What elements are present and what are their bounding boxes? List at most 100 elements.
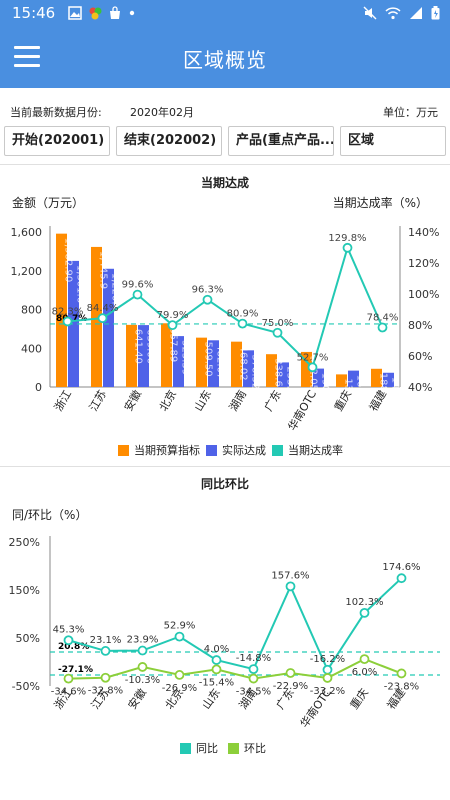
legend-item-budget[interactable]: 当期预算指标 [118, 442, 200, 458]
rate-label: 79.9% [157, 310, 189, 321]
mom-label: -32.8% [88, 686, 123, 697]
mom-label: -33.2% [310, 686, 345, 697]
bar-budget-label: 657.89 [168, 327, 179, 362]
rate-label: 84.4% [87, 303, 119, 314]
bar-budget [56, 233, 67, 387]
data-month-row: 当前最新数据月份: 2020年02月 单位：万元 [0, 104, 450, 122]
yoy-point [211, 655, 222, 665]
legend-swatch-budget [118, 444, 129, 456]
rate-point [272, 327, 283, 338]
chart1-left-axis-title: 金额（万元） [12, 196, 85, 210]
legend-item-rate[interactable]: 当期达成率 [272, 442, 343, 458]
battery-icon [431, 6, 440, 20]
legend-swatch-rate [272, 444, 283, 456]
bar-actual [103, 268, 114, 387]
region-filter[interactable]: 区域 [340, 126, 446, 156]
left-tick-label: 400 [21, 342, 42, 355]
mom-point [359, 654, 370, 665]
x-category-label: 安徽 [121, 388, 144, 414]
legend-swatch-actual [206, 444, 217, 456]
legend-label-yoy: 同比 [196, 742, 218, 755]
bar-actual-label: 639.00 [145, 329, 156, 364]
yoy-point [63, 635, 74, 646]
yoy-label: -14.8% [236, 653, 271, 664]
bar-budget-label: 130.23 [343, 378, 354, 413]
bar-budget [301, 351, 312, 387]
app-bar: 区域概览 [0, 28, 450, 88]
rate-label: 129.8% [328, 233, 366, 244]
bar-actual [208, 340, 219, 387]
bar-budget [126, 324, 137, 387]
reference-line-label: 20.8% [58, 642, 89, 652]
bar-actual [383, 372, 394, 387]
bar-budget-label: 509.50 [203, 342, 214, 377]
unit-label: 单位：万元 [383, 106, 438, 119]
image-icon [68, 6, 82, 20]
product-filter[interactable]: 产品(重点产品... [228, 126, 334, 156]
yoy-label: 102.3% [345, 597, 383, 608]
rate-point [342, 242, 353, 253]
end-month-filter[interactable]: 结束(202002) [116, 126, 222, 156]
x-category-label: 山东 [200, 686, 223, 711]
chart2-title: 同比环比 [200, 477, 249, 491]
bar-budget [231, 341, 242, 387]
rate-point [97, 313, 108, 324]
mom-label: -15.4% [199, 677, 234, 688]
yoy-point [322, 664, 333, 675]
rate-point [237, 318, 248, 329]
mom-label: 6.0% [352, 667, 377, 678]
mom-line [68, 658, 402, 680]
system-icons [363, 6, 440, 20]
reference-line-label: -27.1% [58, 665, 93, 675]
mom-label: -10.3% [125, 675, 160, 686]
bar-budget [336, 374, 347, 387]
bar-actual [68, 260, 79, 387]
yoy-point [100, 646, 111, 656]
status-bar: 15:46 [0, 0, 450, 28]
legend-item-actual[interactable]: 实际达成 [206, 442, 266, 458]
filter-bar: 开始(202001) 结束(202002) 产品(重点产品... 区域 [4, 126, 446, 156]
yoy-label: -16.2% [310, 654, 345, 665]
bag-icon [110, 6, 120, 19]
bar-actual-label: 525.39 [180, 340, 191, 375]
yoy-label: 23.1% [90, 635, 122, 646]
rate-point [167, 320, 178, 331]
mute-icon [363, 6, 377, 20]
start-month-filter[interactable]: 开始(202001) [4, 126, 110, 156]
divider [0, 164, 450, 165]
rate-point [377, 322, 388, 333]
menu-icon[interactable] [14, 46, 40, 68]
x-category-label: 浙江 [52, 388, 74, 414]
chart2-plot: -50% 50% 150% 250% 20.8% -27.1% 45.3% 23.1% 23.9… [9, 536, 440, 730]
chart1-plot: 0 400 800 1,200 1,600 40% 60% 80% 100% 120% 140% 1,… [11, 226, 439, 433]
legend-item-mom[interactable]: 环比 [228, 740, 266, 756]
rate-label: 75.0% [262, 318, 294, 329]
legend-label-actual: 实际达成 [222, 444, 266, 457]
yoy-point [248, 664, 259, 675]
rate-label: 78.4% [367, 312, 399, 323]
bar-actual-label: 169.1 [355, 375, 366, 404]
right-tick-label: 120% [408, 257, 439, 270]
mom-label: -22.9% [273, 681, 308, 692]
y-tick-label: 250% [9, 536, 40, 549]
rate-label: 96.3% [192, 285, 224, 296]
yoy-label: 52.9% [164, 621, 196, 632]
right-tick-label: 100% [408, 288, 439, 301]
bar-actual [348, 370, 359, 387]
yoy-point [359, 607, 370, 618]
mom-label: -23.8% [384, 681, 419, 692]
right-tick-label: 60% [408, 350, 432, 363]
y-tick-label: 50% [16, 632, 40, 645]
yoy-label: 174.6% [382, 562, 420, 573]
left-tick-label: 0 [35, 381, 42, 394]
dot-icon [129, 10, 135, 16]
bar-actual [243, 350, 254, 387]
y-tick-label: 150% [9, 584, 40, 597]
x-category-label: 北京 [156, 388, 179, 414]
mom-point [174, 670, 185, 680]
app-icon [89, 7, 102, 20]
legend-item-yoy[interactable]: 同比 [180, 740, 218, 756]
yoy-label: 4.0% [204, 644, 229, 655]
mom-label: -26.9% [162, 683, 197, 694]
rate-point [202, 294, 213, 305]
